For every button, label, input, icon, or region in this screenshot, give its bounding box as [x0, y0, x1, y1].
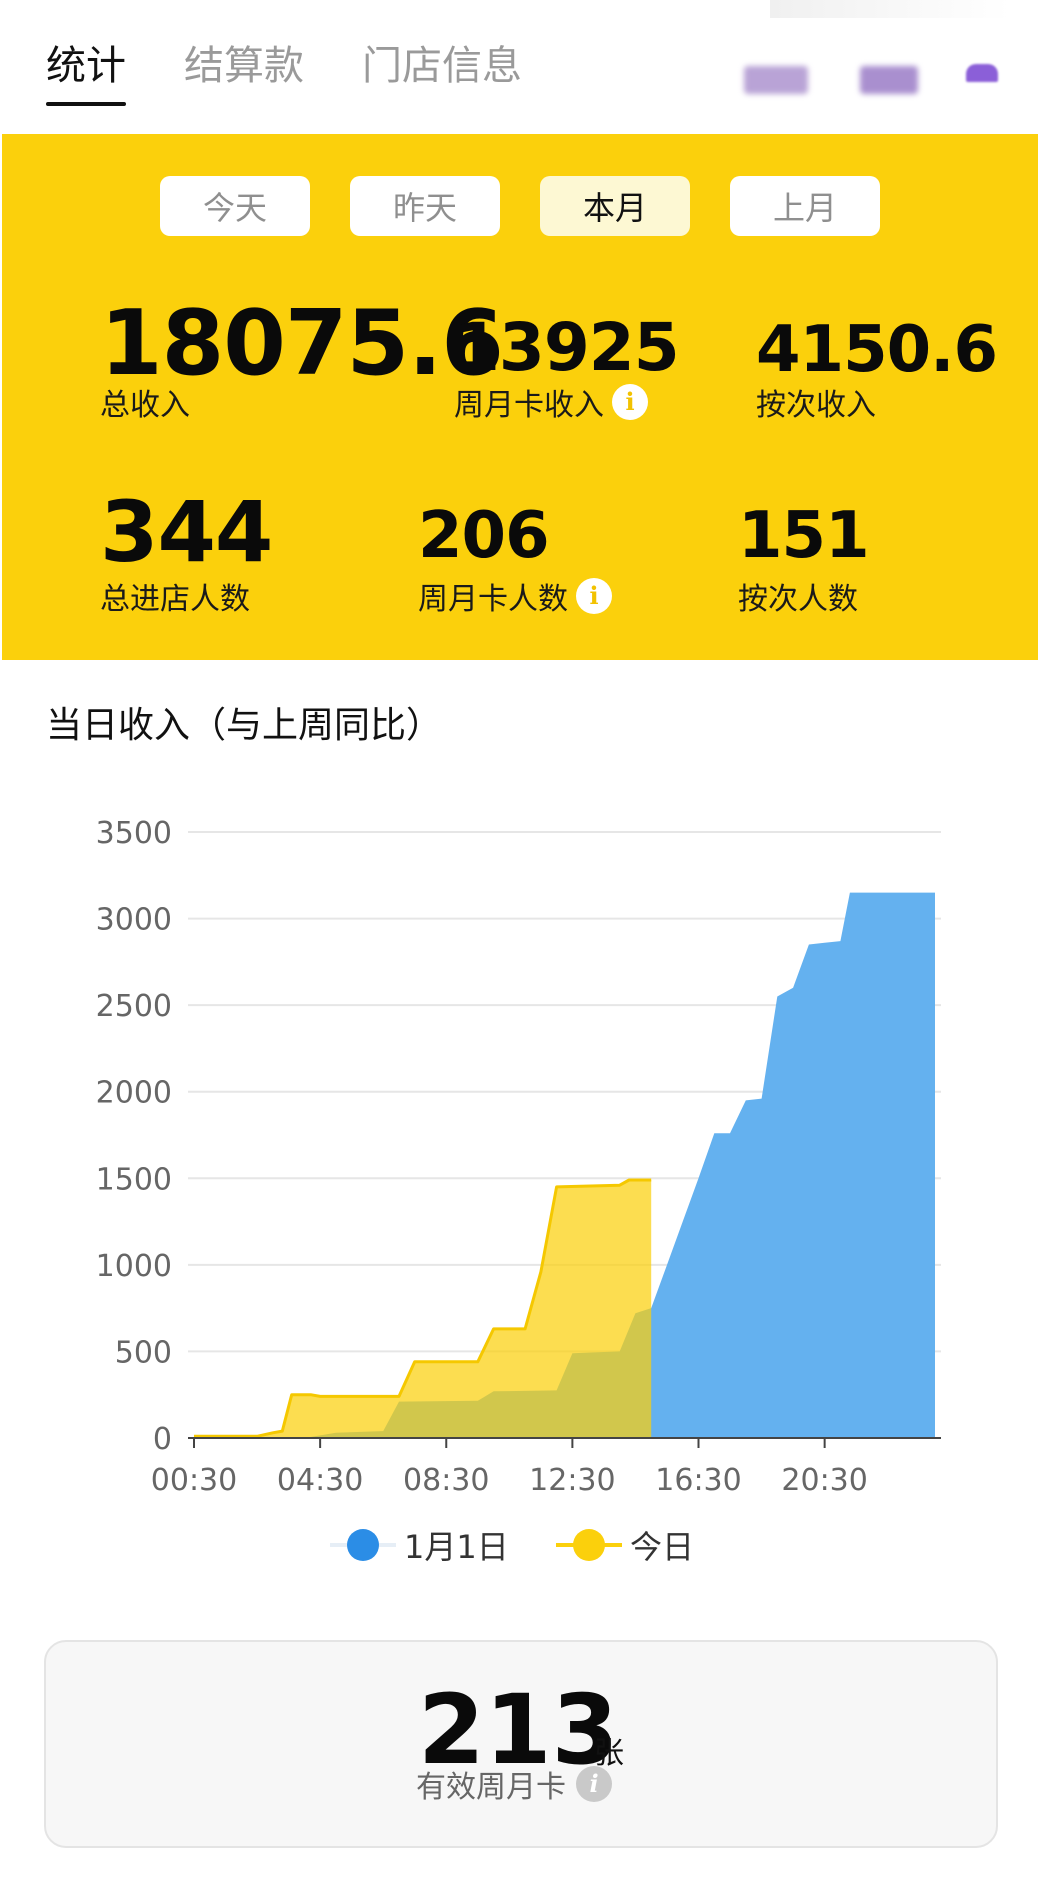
x-tick-label: 20:30	[781, 1463, 867, 1498]
x-tick-label: 04:30	[277, 1463, 363, 1498]
legend-label-today: 今日	[630, 1528, 695, 1566]
legend-label-jan1: 1月1日	[404, 1528, 509, 1566]
blurred-element	[966, 64, 998, 82]
total-income-value: 18075.6	[100, 291, 504, 396]
y-tick-label: 2000	[96, 1076, 172, 1111]
top-edge-shade	[770, 0, 1010, 18]
series-today-line	[194, 1178, 652, 1438]
valid-card-unit: 张	[594, 1736, 624, 1771]
single-income-value: 4150.6	[756, 313, 998, 387]
period-today-button[interactable]: 今天	[160, 176, 310, 236]
single-visitors-value: 151	[738, 499, 870, 573]
legend-marker-yellow	[556, 1525, 622, 1565]
y-tick-label: 3500	[96, 816, 172, 851]
card-income-label: 周月卡收入 i	[454, 380, 648, 424]
valid-card-label-text: 有效周月卡	[416, 1770, 566, 1805]
info-icon[interactable]: i	[576, 578, 612, 614]
card-visitors-label-text: 周月卡人数	[418, 582, 568, 617]
income-area-chart: 0 500 1000 1500 2000 2500 3000 3500 00:30 04:30 08…	[96, 816, 941, 1498]
total-visitors-value: 344	[100, 483, 273, 581]
total-income-label: 总收入	[100, 388, 190, 423]
x-tick-label: 08:30	[403, 1463, 489, 1498]
legend-item-jan1[interactable]: 1月1日	[330, 1522, 509, 1568]
top-tabs: 统计 结算款 门店信息	[0, 0, 1058, 130]
chart-legend: 1月1日 今日	[0, 1522, 1058, 1578]
x-tick-label: 12:30	[529, 1463, 615, 1498]
legend-item-today[interactable]: 今日	[556, 1522, 694, 1568]
single-income-label: 按次收入	[756, 388, 876, 423]
y-tick-label: 0	[153, 1422, 172, 1457]
valid-card-count: 213	[418, 1674, 619, 1786]
card-visitors-value: 206	[418, 499, 550, 573]
card-income-value: 13925	[454, 309, 680, 386]
y-tick-label: 1000	[96, 1249, 172, 1284]
single-visitors-label: 按次人数	[738, 582, 858, 617]
blurred-element	[744, 66, 808, 94]
period-this-month-button[interactable]: 本月	[540, 176, 690, 236]
period-yesterday-button[interactable]: 昨天	[350, 176, 500, 236]
card-income-label-text: 周月卡收入	[454, 388, 604, 423]
total-visitors-label: 总进店人数	[100, 582, 250, 617]
card-visitors-label: 周月卡人数 i	[418, 574, 612, 618]
period-last-month-button[interactable]: 上月	[730, 176, 880, 236]
stats-panel: 今天 昨天 本月 上月 18075.6 总收入 13925 周月卡收入 i 41…	[2, 134, 1038, 660]
tab-store-info[interactable]: 门店信息	[362, 43, 522, 89]
chart-section-title: 当日收入（与上周同比）	[46, 705, 443, 746]
y-tick-label: 500	[115, 1335, 172, 1370]
legend-marker-blue	[330, 1525, 396, 1565]
valid-card-label: 有效周月卡 i	[416, 1762, 612, 1806]
info-icon[interactable]: i	[576, 1766, 612, 1802]
info-icon[interactable]: i	[612, 384, 648, 420]
active-tab-indicator	[46, 102, 126, 106]
y-tick-label: 1500	[96, 1162, 172, 1197]
tab-statistics[interactable]: 统计	[46, 43, 126, 89]
blurred-element	[860, 66, 918, 94]
y-tick-label: 2500	[96, 989, 172, 1024]
x-tick-label: 16:30	[655, 1463, 741, 1498]
series-today-area	[194, 1180, 652, 1438]
x-tick-label: 00:30	[151, 1463, 237, 1498]
tab-settlement[interactable]: 结算款	[184, 43, 304, 89]
valid-card-summary[interactable]: 213 张 有效周月卡 i	[44, 1640, 998, 1848]
y-tick-label: 3000	[96, 903, 172, 938]
series-jan1-area	[194, 892, 935, 1438]
